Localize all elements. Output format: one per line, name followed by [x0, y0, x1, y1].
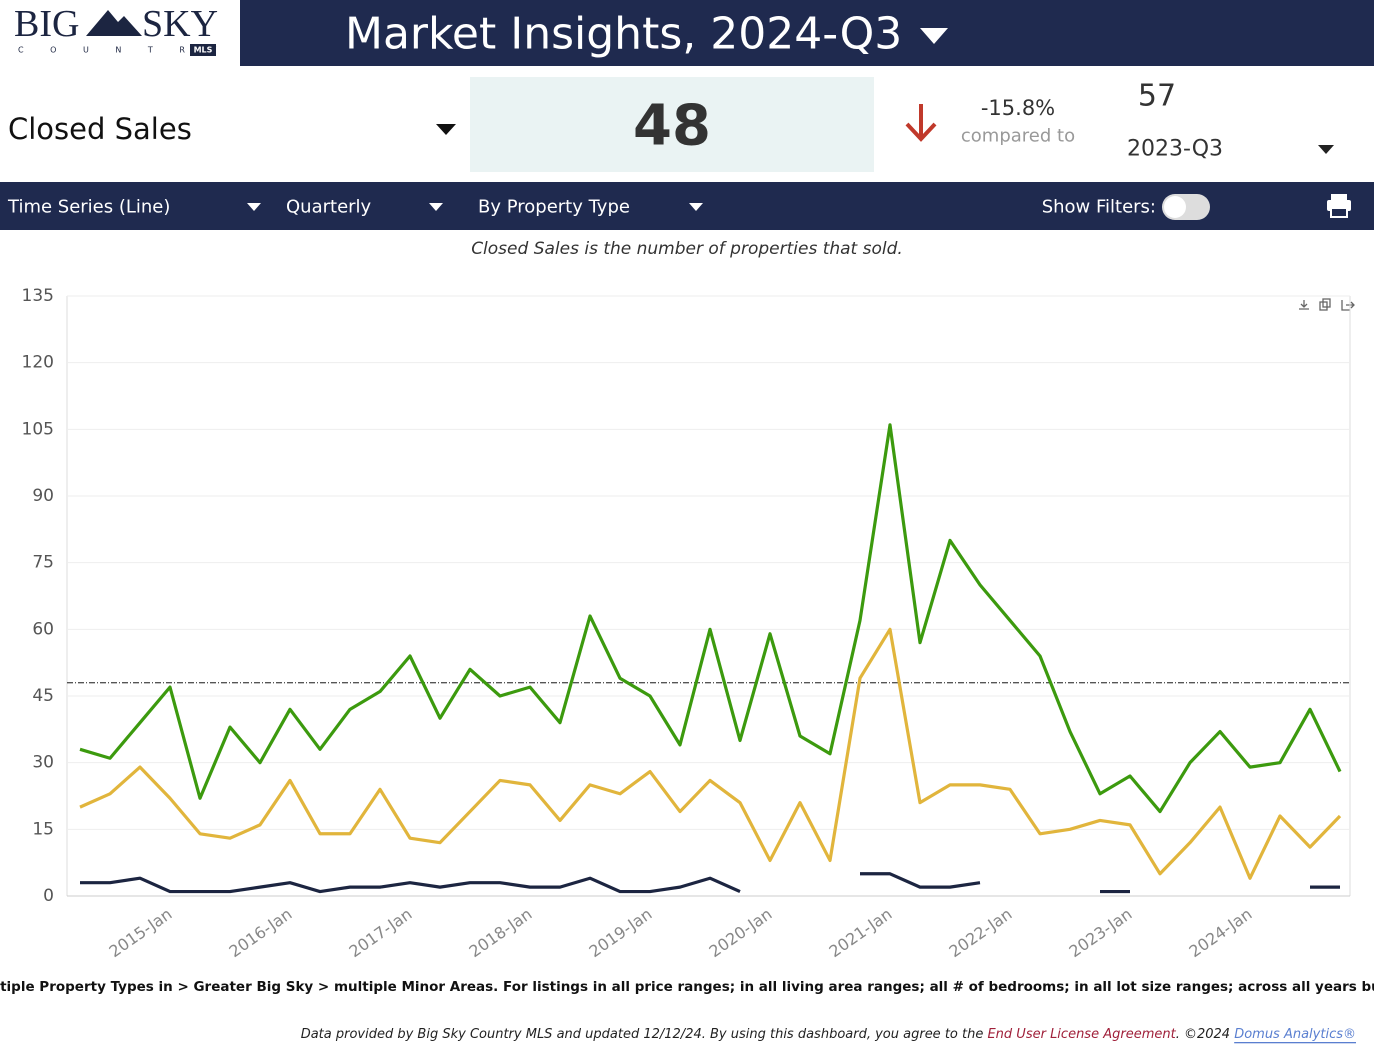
logo: BIG SKY C O U N T R Y MLS	[14, 3, 228, 56]
y-tick-label: 135	[22, 286, 54, 306]
down-arrow	[905, 104, 937, 142]
x-tick-label: 2018-Jan	[466, 904, 536, 961]
logo-country: C O U N T R Y	[18, 46, 228, 55]
x-tick-label: 2017-Jan	[346, 904, 416, 961]
kpi-box	[470, 77, 874, 172]
x-tick-label: 2024-Jan	[1186, 904, 1256, 961]
chart-tools[interactable]	[1299, 298, 1355, 311]
eula-link[interactable]: End User License Agreement	[987, 1027, 1176, 1042]
logo-badge: MLS	[194, 46, 213, 55]
toggle-knob	[1164, 196, 1186, 218]
x-tick-label: 2016-Jan	[226, 904, 296, 961]
print-button[interactable]	[1327, 194, 1351, 218]
interval-select[interactable]: Quarterly	[286, 197, 372, 218]
chart-type-select[interactable]: Time Series (Line)	[7, 197, 170, 218]
x-tick-label: 2020-Jan	[706, 904, 776, 961]
y-tick-label: 105	[22, 419, 54, 439]
title-bar	[240, 0, 1374, 66]
logo-badge-bg	[190, 44, 216, 56]
period-dropdown[interactable]	[1318, 145, 1334, 154]
y-tick-label: 0	[43, 886, 54, 906]
plot: 0 15 30 45 60 75 90 105 120 135 2015-Jan 2016-Jan 20…	[22, 286, 1350, 961]
y-tick-label: 45	[32, 686, 54, 706]
footer: Data provided by Big Sky Country MLS and…	[301, 1027, 1356, 1042]
logo-big: BIG	[14, 3, 79, 45]
metric-dropdown[interactable]	[436, 124, 456, 135]
y-tick-label: 120	[22, 353, 54, 373]
y-tick-label: 75	[32, 553, 54, 573]
footer-text: . ©2024	[1176, 1027, 1234, 1042]
x-tick-label: 2019-Jan	[586, 904, 656, 961]
title-dropdown[interactable]	[920, 28, 948, 44]
toolbar	[0, 182, 1374, 230]
x-tick-label: 2022-Jan	[946, 904, 1016, 961]
dropdown-icon[interactable]	[689, 203, 703, 211]
logo-sky: SKY	[142, 3, 218, 45]
logo-mountain	[86, 10, 142, 36]
compared-label: compared to	[961, 126, 1075, 147]
domus-link[interactable]: Domus Analytics®	[1234, 1027, 1356, 1042]
prior-period[interactable]: 2023-Q3	[1127, 137, 1223, 162]
series-line	[79, 423, 1342, 814]
x-tick-label: 2023-Jan	[1066, 904, 1136, 961]
kpi-change: -15.8%	[981, 96, 1055, 120]
page-title: Market Insights, 2024-Q3	[345, 9, 902, 60]
group-select[interactable]: By Property Type	[478, 197, 630, 218]
series-line	[80, 872, 1340, 894]
x-tick-label: 2015-Jan	[106, 904, 176, 961]
prior-value: 57	[1138, 79, 1176, 114]
y-tick-label: 15	[32, 819, 54, 839]
footer-text: Data provided by Big Sky Country MLS and…	[301, 1027, 988, 1042]
description: Closed Sales is the number of properties…	[471, 239, 903, 259]
x-tick-label: 2021-Jan	[826, 904, 896, 961]
filters-label: Show Filters:	[1042, 197, 1156, 218]
dropdown-icon[interactable]	[429, 203, 443, 211]
footnote: Multiple Property Types in > Greater Big…	[0, 979, 1374, 995]
dropdown-icon[interactable]	[247, 203, 261, 211]
y-tick-label: 60	[32, 619, 54, 639]
metric-select[interactable]: Closed Sales	[8, 112, 192, 146]
y-tick-label: 30	[32, 753, 54, 773]
kpi-value: 48	[633, 94, 711, 159]
y-tick-label: 90	[32, 486, 54, 506]
series-line	[79, 627, 1342, 880]
